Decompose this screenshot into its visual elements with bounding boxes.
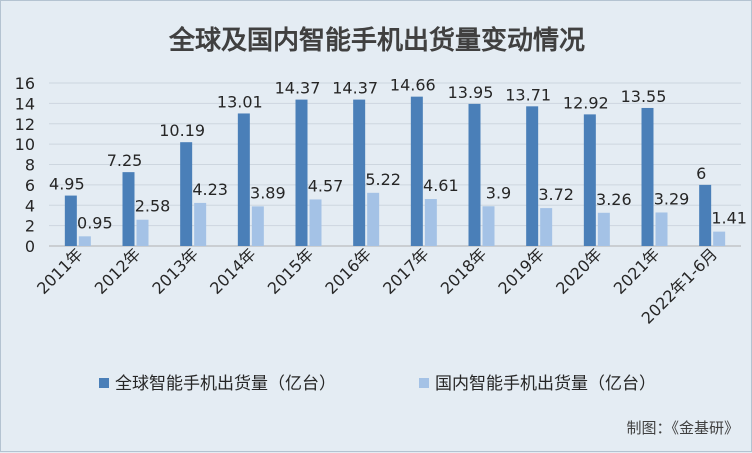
data-label-domestic: 4.57 (308, 176, 344, 195)
data-label-global: 6 (696, 164, 706, 183)
data-label-domestic: 3.72 (538, 185, 574, 204)
bar-global (237, 113, 250, 246)
data-label-domestic: 3.29 (654, 189, 690, 208)
data-labels: 4.95 0.95 7.25 2.58 10.19 4.23 13.01 3.89 14.37 4… (49, 76, 747, 233)
data-label-global: 14.66 (390, 76, 436, 95)
x-tick-label: 2020年 (552, 244, 606, 298)
bar-domestic (309, 199, 322, 246)
bar-domestic (713, 231, 726, 246)
y-tick-label: 12 (15, 115, 35, 134)
data-label-global: 13.95 (448, 83, 494, 102)
y-tick-label: 6 (25, 176, 35, 195)
data-label-domestic: 5.22 (365, 170, 401, 189)
x-tick-label: 2021年 (610, 244, 664, 298)
bar-global (583, 114, 596, 246)
bar-global (468, 103, 481, 247)
bar-domestic (482, 206, 495, 246)
bar-domestic (136, 219, 149, 246)
bar-global (526, 106, 539, 246)
data-label-global: 7.25 (107, 151, 143, 170)
data-label-domestic: 4.23 (192, 180, 228, 199)
y-tick-label: 16 (15, 74, 35, 93)
bar-global (122, 172, 135, 246)
bars (64, 96, 726, 247)
bar-domestic (78, 236, 91, 246)
data-label-domestic: 1.41 (711, 209, 747, 228)
legend-label-global: 全球智能手机出货量（亿台） (115, 374, 336, 394)
bar-domestic (655, 212, 668, 246)
y-tick-label: 4 (25, 196, 35, 215)
chart-title: 全球及国内智能手机出货量变动情况 (168, 25, 585, 56)
x-axis: 2011年 2012年 2013年 2014年 2015年 2016年 2017年 2018年… (33, 244, 721, 327)
bar-domestic (367, 192, 380, 246)
x-tick-label: 2014年 (206, 244, 260, 298)
data-label-domestic: 3.89 (250, 183, 286, 202)
y-tick-label: 10 (15, 135, 35, 154)
legend-swatch-domestic (419, 378, 429, 388)
y-tick-label: 2 (25, 217, 35, 236)
bar-domestic (540, 208, 553, 246)
bar-global (180, 142, 193, 246)
data-label-domestic: 4.61 (423, 176, 459, 195)
data-label-global: 13.71 (505, 85, 551, 104)
x-tick-label: 2016年 (321, 244, 375, 298)
data-label-global: 13.55 (621, 87, 667, 106)
bar-global (641, 107, 654, 246)
credit-text: 制图：《金基研》 (626, 419, 739, 437)
bar-domestic (424, 199, 437, 246)
y-tick-label: 14 (15, 94, 35, 113)
x-tick-label: 2015年 (264, 244, 318, 298)
data-label-global: 14.37 (332, 79, 378, 98)
data-label-domestic: 3.9 (486, 183, 511, 202)
bar-global (295, 99, 308, 246)
legend-label-domestic: 国内智能手机出货量（亿台） (435, 374, 656, 394)
x-tick-label: 2018年 (437, 244, 491, 298)
x-tick-label: 2019年 (494, 244, 548, 298)
bar-global (353, 99, 366, 246)
x-tick-label: 2012年 (91, 244, 145, 298)
data-label-domestic: 0.95 (77, 213, 113, 232)
y-tick-label: 8 (25, 156, 35, 175)
gridlines (49, 82, 741, 247)
bar-global (410, 96, 423, 247)
y-tick-label: 0 (25, 237, 35, 256)
data-label-domestic: 2.58 (135, 197, 171, 216)
data-label-global: 13.01 (217, 92, 263, 111)
x-tick-label: 2011年 (33, 244, 87, 298)
x-tick-label: 2017年 (379, 244, 433, 298)
data-label-global: 4.95 (49, 175, 85, 194)
bar-global (64, 195, 77, 246)
bar-domestic (597, 212, 610, 246)
legend-swatch-global (99, 378, 109, 388)
legend: 全球智能手机出货量（亿台） 国内智能手机出货量（亿台） (99, 374, 656, 394)
bar-domestic (194, 202, 207, 246)
data-label-global: 14.37 (275, 79, 321, 98)
data-label-global: 10.19 (159, 121, 205, 140)
x-tick-label: 2013年 (148, 244, 202, 298)
data-label-global: 12.92 (563, 93, 609, 112)
bar-global (699, 184, 712, 246)
data-label-domestic: 3.26 (596, 190, 632, 209)
bar-domestic (251, 206, 264, 246)
